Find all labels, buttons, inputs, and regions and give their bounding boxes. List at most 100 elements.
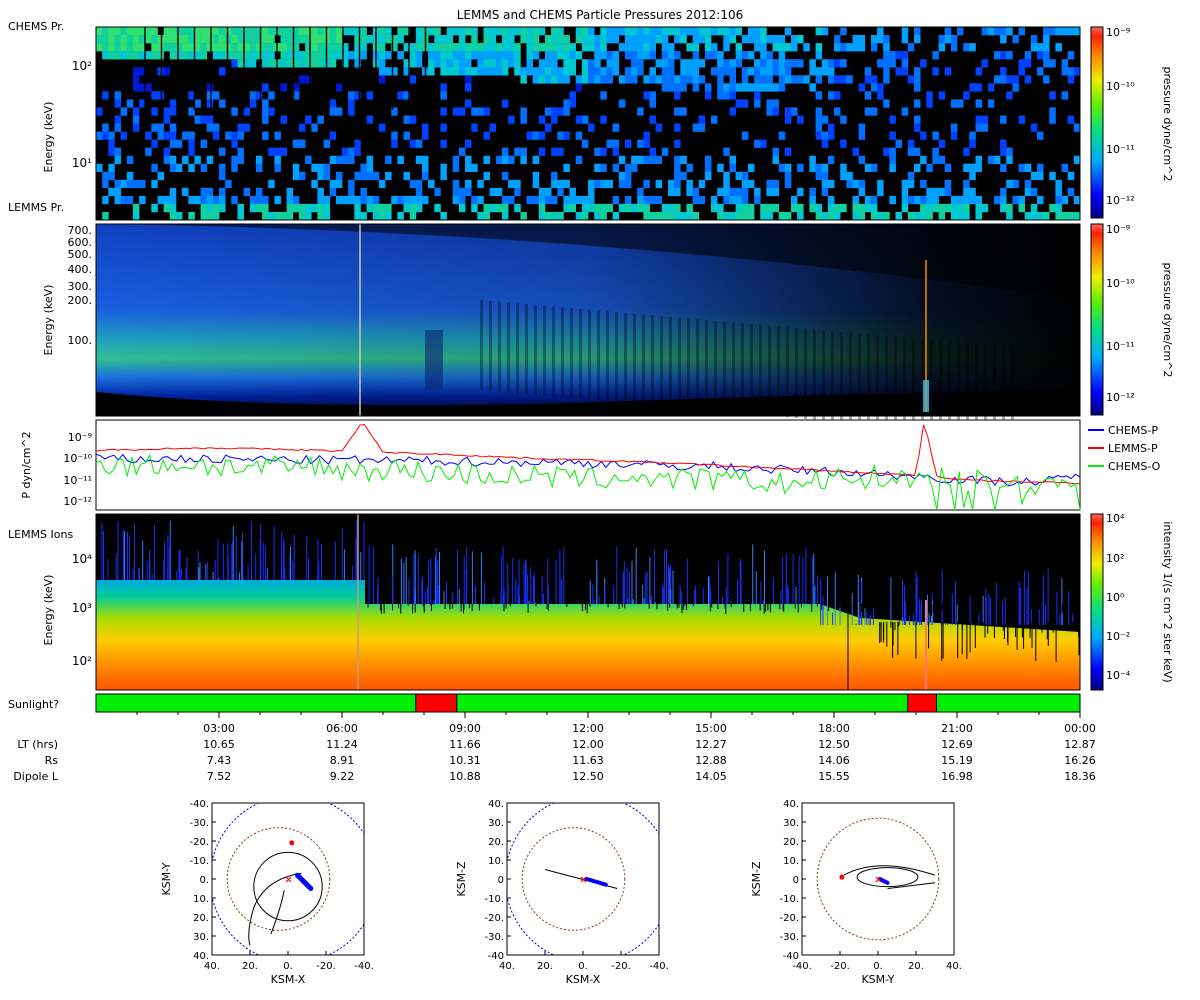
orbit-xtick: -40. — [649, 961, 669, 972]
orbit-ytick: 10. — [783, 856, 799, 867]
legend-entry: CHEMS-P — [1108, 424, 1158, 437]
orbit-xtick: -20. — [830, 961, 850, 972]
orbit-xtick: -20. — [316, 961, 336, 972]
orbit-ytick: -40. — [189, 799, 209, 810]
cbar-tick: 10⁻⁹ — [1106, 223, 1130, 236]
orbit-ylabel: KSM-Z — [455, 861, 468, 897]
lemms-pr-cbar-label: pressure dyne/cm^2 — [1161, 263, 1174, 378]
time-tick-dipole: 18.36 — [1064, 770, 1096, 783]
row-label-lt: LT (hrs) — [17, 738, 58, 751]
cbar-tick: 10⁻⁹ — [1106, 26, 1130, 39]
pressure-ylabel: P dyn/cm^2 — [20, 431, 33, 498]
orbit-ytick: -20. — [484, 913, 504, 924]
sunlight-label: Sunlight? — [8, 698, 59, 711]
pressure-ytick: 10⁻¹⁰ — [63, 452, 92, 465]
orbit-xtick: -40. — [354, 961, 374, 972]
eclipse-segment — [415, 693, 458, 713]
orbit-xtick: 20. — [908, 961, 924, 972]
orbit-ytick: -30. — [189, 818, 209, 829]
time-tick-lt: 12.87 — [1064, 738, 1096, 751]
series-line-lemms-p — [95, 423, 1081, 485]
orbit-ytick: 30. — [193, 932, 209, 943]
orbit-xtick: -40. — [792, 961, 812, 972]
ions-ytick: 10² — [72, 654, 92, 668]
legend-entry: CHEMS-O — [1108, 460, 1161, 473]
time-tick-time: 12:00 — [572, 722, 604, 735]
orbit-ytick: -40 — [783, 951, 799, 962]
time-tick-rs: 16.26 — [1064, 754, 1096, 767]
orbit-xtick: 40. — [946, 961, 962, 972]
ions-colorbar — [1090, 513, 1104, 691]
lemms-pr-ytick: 600. — [68, 236, 93, 249]
time-tick-dipole: 15.55 — [818, 770, 850, 783]
cbar-tick: 10⁻² — [1106, 630, 1130, 643]
time-tick-dipole: 10.88 — [449, 770, 481, 783]
lemms-pr-colorbar — [1090, 223, 1104, 416]
pressure-ytick: 10⁻¹² — [63, 495, 92, 508]
time-tick-lt: 12.50 — [818, 738, 850, 751]
orbit-ytick: -10. — [189, 856, 209, 867]
chems-panel: CHEMS Pr. Energy (keV) 10² 10¹ 10⁻⁹ 10⁻¹… — [8, 20, 1174, 221]
chems-colorbar — [1090, 26, 1104, 219]
orbit-ytick: 0 — [498, 875, 504, 886]
orbit-ylabel: KSM-Y — [160, 862, 173, 895]
orbit-ytick: -10. — [484, 894, 504, 905]
pressure-line-panel: P dyn/cm^2 10⁻⁹ 10⁻¹⁰ 10⁻¹¹ 10⁻¹² CHEMS-… — [20, 419, 1161, 511]
time-tick-rs: 12.88 — [695, 754, 727, 767]
lemms-pr-ytick: 300. — [68, 280, 93, 293]
orbit-ytick: 40. — [193, 951, 209, 962]
cbar-tick: 10⁻⁴ — [1106, 669, 1131, 682]
orbit-plot-1: -40. -30. -20. -10. 0. 10. 20. 30. 40.40. 20. 0. -2… — [160, 799, 374, 986]
time-tick-time: 09:00 — [449, 722, 481, 735]
lemms-pr-ytick: 400. — [68, 263, 93, 276]
orbit-ytick: -10. — [779, 894, 799, 905]
row-label-rs: Rs — [45, 754, 59, 767]
orbit-ytick: -30. — [484, 932, 504, 943]
orbit-xtick: 40. — [499, 961, 515, 972]
time-tick-dipole: 7.52 — [207, 770, 232, 783]
time-tick-rs: 11.63 — [572, 754, 604, 767]
pressure-plot-area — [95, 419, 1081, 511]
ions-spectrogram — [101, 514, 1080, 690]
time-axis: LT (hrs) Rs Dipole L 03:00 10.65 7.43 7.52 0… — [13, 712, 1096, 783]
orbit-xlabel: KSM-X — [566, 973, 601, 986]
time-tick-lt: 12.00 — [572, 738, 604, 751]
orbit-xtick: 40. — [204, 961, 220, 972]
orbit-xlabel: KSM-X — [271, 973, 306, 986]
time-tick-time: 18:00 — [818, 722, 850, 735]
orbit-ytick: 30. — [488, 818, 504, 829]
ions-ytick: 10³ — [72, 601, 92, 615]
time-tick-lt: 12.27 — [695, 738, 727, 751]
time-tick-time: 21:00 — [941, 722, 973, 735]
orbit-ytick: 30. — [783, 818, 799, 829]
lemms-pressure-panel: Energy (keV) 700. 600. 500. 400. 300. 20… — [42, 223, 1174, 438]
cbar-tick: 10⁻¹² — [1106, 194, 1135, 207]
chems-spectrogram — [96, 27, 1081, 221]
orbit-xtick: -20. — [611, 961, 631, 972]
lemms-pr-ytick: 500. — [68, 248, 93, 261]
chems-label: CHEMS Pr. — [8, 20, 64, 33]
time-tick-lt: 10.65 — [203, 738, 235, 751]
orbit-ytick: 20. — [193, 913, 209, 924]
ions-label: LEMMS Ions — [8, 528, 73, 541]
chems-ytick: 10² — [72, 59, 92, 73]
orbit-xtick: 0. — [283, 961, 293, 972]
ions-cbar-label: intensity 1/(s cm^2 ster keV) — [1161, 521, 1174, 682]
cbar-tick: 10⁻¹¹ — [1106, 143, 1135, 156]
time-tick-dipole: 12.50 — [572, 770, 604, 783]
lemms-pr-label: LEMMS Pr. — [8, 201, 64, 214]
orbit-ytick: 0. — [199, 875, 209, 886]
time-tick-rs: 7.43 — [207, 754, 232, 767]
orbit-xlabel: KSM-Y — [861, 973, 894, 986]
time-tick-dipole: 16.98 — [941, 770, 973, 783]
time-tick-rs: 10.31 — [449, 754, 481, 767]
orbit-ytick: 20. — [488, 837, 504, 848]
time-tick-time: 03:00 — [203, 722, 235, 735]
time-tick-lt: 11.24 — [326, 738, 358, 751]
orbit-ytick: -40 — [488, 951, 504, 962]
pressure-ytick: 10⁻⁹ — [68, 431, 92, 444]
chart-title: LEMMS and CHEMS Particle Pressures 2012:… — [457, 8, 744, 22]
orbit-ytick: 0 — [793, 875, 799, 886]
ions-ylabel: Energy (keV) — [42, 575, 55, 646]
